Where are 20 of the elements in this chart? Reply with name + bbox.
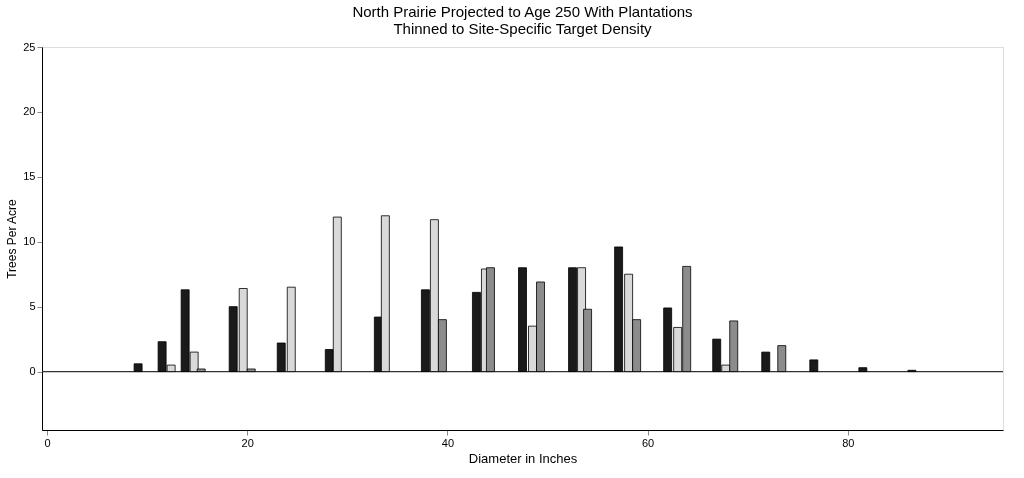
y-axis-title: Trees Per Acre	[5, 198, 20, 279]
text: Thinned to Site-Specific Target Density	[393, 20, 652, 37]
bar	[761, 351, 771, 372]
x-axis-title: Diameter in Inches	[468, 450, 578, 466]
bar	[809, 359, 819, 372]
x-tick-label: 80	[842, 436, 855, 449]
x-tick-label: 0	[44, 436, 51, 449]
x-tick-label: 20	[241, 436, 254, 449]
y-tick-label: 20	[23, 105, 36, 118]
y-tick-label: 10	[23, 235, 36, 248]
bar	[777, 345, 787, 372]
y-tick-label: 25	[23, 40, 36, 53]
y-tick-label: 0	[29, 365, 36, 378]
y-tick-label: 15	[23, 170, 36, 183]
y-tick-label: 5	[29, 300, 36, 313]
text: North Prairie Projected to Age 250 With Plantations	[352, 3, 693, 20]
x-tick-label: 40	[441, 436, 455, 449]
bar	[858, 367, 868, 372]
x-tick-label: 60	[642, 436, 655, 449]
bar	[133, 363, 143, 372]
